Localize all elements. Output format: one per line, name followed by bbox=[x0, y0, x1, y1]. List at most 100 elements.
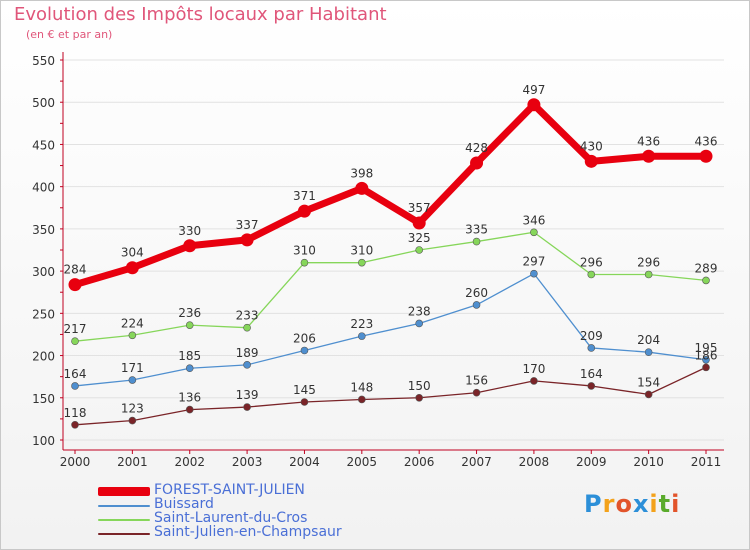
data-point bbox=[470, 156, 484, 170]
data-point bbox=[530, 377, 538, 385]
legend-item-saint-julien: Saint-Julien-en-Champsaur bbox=[98, 524, 418, 540]
legend-label: Buissard bbox=[154, 496, 214, 512]
data-point bbox=[587, 270, 596, 279]
y-tick-label: 350 bbox=[32, 223, 55, 237]
legend-label: FOREST-SAINT-JULIEN bbox=[154, 482, 305, 498]
series-line-3 bbox=[74, 366, 707, 426]
logo-letter: o bbox=[615, 490, 633, 518]
data-point bbox=[185, 405, 194, 414]
data-label: 189 bbox=[236, 346, 259, 360]
data-point bbox=[240, 233, 254, 247]
series-line-0 bbox=[71, 101, 710, 289]
data-label: 185 bbox=[178, 349, 201, 363]
data-point bbox=[243, 323, 251, 332]
data-point bbox=[128, 416, 137, 425]
data-point bbox=[644, 390, 653, 399]
data-point bbox=[587, 382, 596, 390]
data-label: 284 bbox=[64, 263, 87, 277]
logo-letter: r bbox=[602, 490, 616, 518]
series-line-1 bbox=[74, 272, 707, 387]
data-point bbox=[642, 149, 656, 163]
y-tick-label: 550 bbox=[32, 54, 55, 68]
legend-swatch bbox=[98, 505, 150, 507]
data-point bbox=[702, 276, 710, 285]
legend-label: Saint-Julien-en-Champsaur bbox=[154, 524, 342, 540]
data-label: 186 bbox=[695, 348, 718, 362]
x-tick-label: 2001 bbox=[117, 455, 148, 469]
data-point bbox=[355, 181, 369, 195]
y-tick-label: 150 bbox=[32, 392, 55, 406]
data-label: 206 bbox=[293, 331, 316, 345]
data-label: 204 bbox=[637, 333, 660, 347]
legend-swatch bbox=[98, 519, 150, 521]
x-tick-label: 2009 bbox=[576, 455, 607, 469]
data-point bbox=[71, 382, 79, 390]
x-tick-label: 2008 bbox=[519, 455, 550, 469]
logo-letter: i bbox=[671, 490, 681, 518]
data-point bbox=[358, 332, 366, 340]
data-point bbox=[472, 237, 481, 246]
x-tick-label: 2006 bbox=[404, 455, 435, 469]
legend-item-saint-laurent: Saint-Laurent-du-Cros bbox=[98, 510, 418, 526]
data-label: 164 bbox=[580, 367, 603, 381]
logo-letter: x bbox=[632, 490, 650, 518]
data-label: 430 bbox=[580, 139, 603, 153]
logo-letter: t bbox=[658, 490, 672, 518]
logo-letter: i bbox=[649, 490, 659, 518]
data-label: 238 bbox=[408, 304, 431, 318]
x-tick-label: 2005 bbox=[347, 455, 378, 469]
data-label: 296 bbox=[637, 255, 660, 269]
data-label: 217 bbox=[64, 322, 87, 336]
x-tick-label: 2011 bbox=[691, 455, 722, 469]
data-point bbox=[415, 246, 423, 254]
proxiti-logo: Proxiti bbox=[584, 490, 680, 518]
data-label: 139 bbox=[236, 388, 259, 402]
data-label: 346 bbox=[522, 213, 545, 227]
data-label: 310 bbox=[350, 244, 373, 258]
data-point bbox=[472, 388, 481, 397]
y-tick-label: 400 bbox=[32, 181, 55, 195]
data-point bbox=[358, 258, 366, 267]
data-label: 148 bbox=[350, 380, 373, 394]
data-label: 156 bbox=[465, 374, 488, 388]
data-label: 335 bbox=[465, 223, 488, 237]
data-point bbox=[243, 361, 251, 369]
y-tick-label: 200 bbox=[32, 350, 55, 364]
data-label: 310 bbox=[293, 244, 316, 258]
legend-item-forest: FOREST-SAINT-JULIEN bbox=[98, 482, 418, 498]
x-tick-label: 2000 bbox=[60, 455, 91, 469]
data-label: 236 bbox=[178, 306, 201, 320]
data-point bbox=[185, 364, 194, 373]
x-tick-label: 2002 bbox=[174, 455, 205, 469]
data-point bbox=[71, 420, 79, 429]
data-point bbox=[185, 321, 194, 329]
data-label: 398 bbox=[350, 166, 373, 180]
data-point bbox=[128, 376, 137, 384]
data-label: 154 bbox=[637, 375, 660, 389]
data-label: 136 bbox=[178, 391, 201, 405]
y-tick-label: 250 bbox=[32, 307, 55, 321]
x-tick-label: 2004 bbox=[289, 455, 320, 469]
data-point bbox=[300, 346, 309, 355]
x-tick-label: 2010 bbox=[633, 455, 664, 469]
data-label: 289 bbox=[695, 261, 718, 275]
data-label: 233 bbox=[236, 309, 259, 323]
logo-letter: P bbox=[584, 490, 603, 518]
series-line-2 bbox=[74, 231, 707, 342]
data-label: 224 bbox=[121, 316, 144, 330]
data-point bbox=[699, 149, 713, 163]
chart-title: Evolution des Impôts locaux par Habitant bbox=[14, 4, 387, 25]
data-label: 436 bbox=[637, 134, 660, 148]
data-label: 337 bbox=[236, 218, 259, 232]
x-tick-label: 2003 bbox=[232, 455, 263, 469]
legend-swatch bbox=[98, 487, 150, 496]
data-point bbox=[183, 239, 197, 253]
legend: FOREST-SAINT-JULIEN Buissard Saint-Laure… bbox=[98, 482, 418, 540]
legend-item-buissard: Buissard bbox=[98, 496, 418, 512]
data-point bbox=[300, 258, 309, 267]
data-label: 123 bbox=[121, 402, 144, 416]
data-point bbox=[412, 216, 426, 230]
data-label: 171 bbox=[121, 361, 144, 375]
